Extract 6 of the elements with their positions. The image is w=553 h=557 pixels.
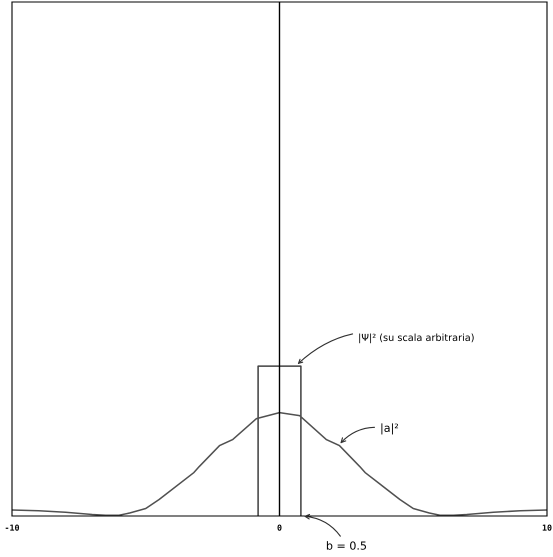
x-tick-label: 0 [277, 524, 282, 531]
annotation: |a|² [381, 423, 398, 434]
annotation: |Ψ|² (su scala arbitraria) [359, 334, 474, 344]
x-tick-label: 10 [542, 524, 552, 531]
x-tick-label: -10 [6, 524, 20, 531]
annotation: b = 0.5 [326, 541, 366, 550]
